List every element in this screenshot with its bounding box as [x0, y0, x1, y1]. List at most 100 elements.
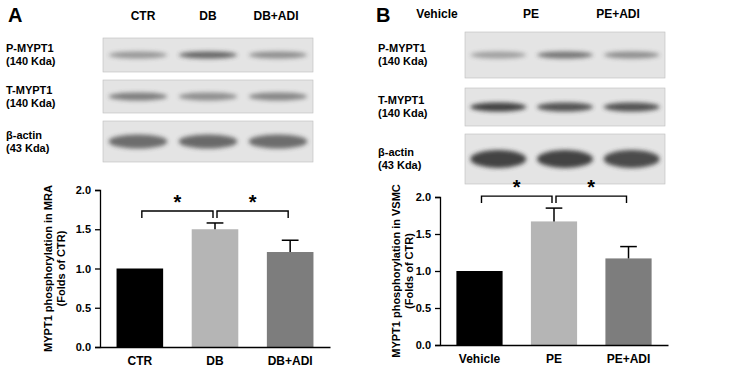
error-bar-stem: [289, 240, 291, 252]
y-axis-title-line: MYPT1 phosphorylation in VSMC: [390, 184, 402, 358]
row-label: P-MYPT1(140 Kda): [378, 42, 428, 67]
y-tick-mark: [95, 229, 100, 230]
error-bar-cap: [131, 268, 148, 269]
blot-background: [103, 38, 313, 72]
blot-band: [249, 135, 308, 149]
row-label: P-MYPT1(140 Kda): [6, 42, 56, 67]
significance-label: *: [249, 191, 257, 213]
y-tick-label: 0.5: [76, 302, 91, 314]
error-bar: [131, 268, 148, 269]
blot-band: [537, 150, 593, 168]
x-tick: CTR: [128, 347, 153, 368]
plot-marks: [117, 223, 314, 347]
blot-background: [465, 88, 665, 126]
y-tick: 0.0: [416, 339, 440, 351]
blot-band: [470, 103, 526, 112]
y-tick: 0.0: [76, 341, 100, 353]
blot-band: [109, 93, 168, 101]
y-tick-label: 2.0: [76, 184, 91, 196]
bar-chart: 0.00.51.01.52.0CTRDBDB+ADIMYPT1 phosphor…: [42, 184, 331, 367]
blot-background: [103, 80, 313, 113]
significance-label: *: [513, 176, 521, 198]
blot-background: [103, 121, 313, 162]
bar: [531, 221, 577, 345]
y-tick: 2.0: [416, 191, 440, 203]
error-bar-cap: [471, 271, 488, 272]
x-tick: PE: [546, 345, 562, 366]
y-tick-mark: [435, 197, 440, 198]
blot-band: [249, 52, 308, 59]
row-label: β-actin(43 Kda): [6, 129, 50, 154]
error-bar: [546, 208, 563, 221]
x-tick-label: PE+ADI: [607, 352, 651, 366]
significance-label: *: [174, 191, 182, 213]
blot-band: [179, 135, 238, 149]
lane-label: Vehicle: [416, 7, 458, 21]
blot-background: [465, 32, 665, 78]
figure: ACTRDBDB+ADIP-MYPT1(140 Kda)T-MYPT1(140 …: [0, 0, 740, 381]
y-tick-label: 0.5: [416, 302, 431, 314]
row-label-line: P-MYPT1: [6, 42, 54, 54]
x-tick-label: DB: [206, 354, 224, 368]
y-tick-label: 1.0: [416, 265, 431, 277]
y-axis-title-line: (Folds of CTR): [55, 230, 67, 306]
row-label-line: (140 Kda): [378, 107, 428, 119]
blot-band: [604, 103, 660, 112]
y-tick-mark: [435, 308, 440, 309]
row-label: T-MYPT1(140 Kda): [6, 84, 56, 109]
row-label-line: (140 Kda): [6, 97, 56, 109]
error-bar-cap: [282, 239, 299, 241]
x-tick-label: CTR: [128, 354, 153, 368]
y-tick-label: 1.0: [76, 263, 91, 275]
y-axis-title-line: (Folds of CTR): [403, 233, 415, 309]
blot-panel: ACTRDBDB+ADIP-MYPT1(140 Kda)T-MYPT1(140 …: [6, 4, 313, 162]
error-bar: [471, 271, 488, 272]
y-tick: 1.0: [416, 265, 440, 277]
blot-band: [179, 52, 238, 59]
x-axis-line: [441, 345, 669, 346]
y-tick: 1.5: [416, 228, 440, 240]
lane-label: PE: [523, 7, 539, 21]
significance-label: *: [587, 176, 595, 198]
lane-label: CTR: [131, 9, 156, 23]
lane-label: DB: [199, 9, 217, 23]
x-tick-label: PE: [546, 352, 562, 366]
row-label-line: (43 Kda): [6, 142, 50, 154]
x-axis: CTR DB DB+ADI: [101, 347, 331, 368]
y-tick: 1.0: [76, 263, 100, 275]
row-label-line: P-MYPT1: [378, 42, 426, 54]
row-label-line: (140 Kda): [378, 55, 428, 67]
y-tick-label: 0.0: [416, 339, 431, 351]
error-bar: [620, 247, 637, 259]
row-label-line: T-MYPT1: [6, 84, 52, 96]
row-label-line: β-actin: [6, 129, 42, 141]
x-tick: DB+ADI: [268, 347, 313, 368]
error-bar: [207, 223, 224, 229]
error-bar-stem: [214, 223, 216, 229]
bar: [456, 271, 502, 345]
y-tick: 2.0: [76, 184, 100, 196]
blot-band: [537, 103, 593, 112]
error-bar-cap: [546, 207, 563, 209]
blot-band: [537, 52, 593, 59]
row-label-line: (140 Kda): [6, 55, 56, 67]
row-label-line: T-MYPT1: [378, 94, 424, 106]
x-tick-label: DB+ADI: [268, 354, 313, 368]
error-bar-stem: [628, 247, 630, 259]
y-axis-title: MYPT1 phosphorylation in VSMC(Folds of C…: [390, 184, 415, 358]
error-bar-stem: [553, 208, 555, 221]
blot-band: [249, 93, 308, 101]
row-label: β-actin(43 Kda): [378, 146, 422, 171]
y-tick-label: 1.5: [416, 228, 431, 240]
bar: [117, 269, 164, 348]
y-axis-line: [435, 198, 441, 346]
bar: [605, 258, 651, 345]
error-bar-cap: [620, 246, 637, 248]
x-tick-label: Vehicle: [459, 352, 501, 366]
y-axis-line: [95, 191, 101, 348]
blot-band: [470, 52, 526, 59]
panel-label: A: [8, 4, 22, 26]
panel-label: B: [376, 4, 390, 26]
y-tick-mark: [95, 268, 100, 269]
y-axis: 0.00.51.01.52.0: [76, 184, 101, 353]
